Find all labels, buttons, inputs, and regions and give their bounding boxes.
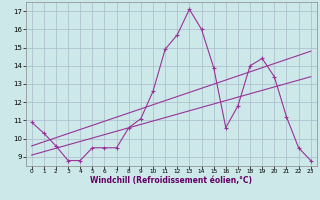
X-axis label: Windchill (Refroidissement éolien,°C): Windchill (Refroidissement éolien,°C) xyxy=(90,176,252,185)
